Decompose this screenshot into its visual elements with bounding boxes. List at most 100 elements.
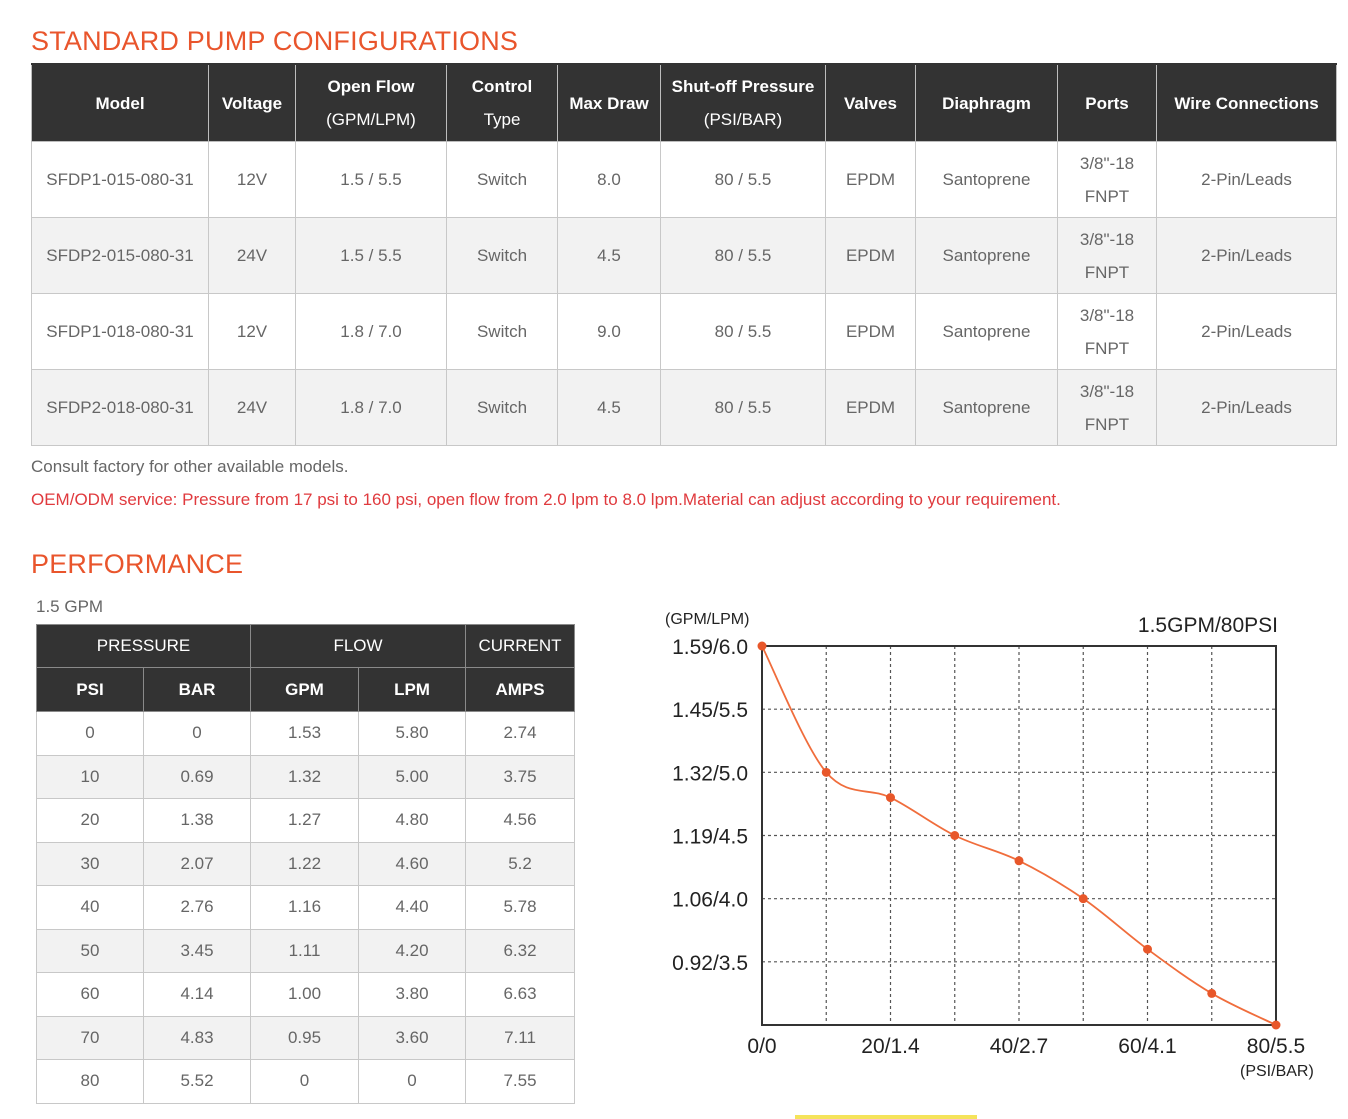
performance-cell-amps: 3.75 [465, 754, 576, 799]
performance-cell-gpm: 0.95 [250, 1015, 359, 1060]
ports-thread: FNPT [1084, 338, 1130, 358]
config-cell-diaphragm: Santoprene [915, 141, 1058, 218]
config-col-header-label: Max Draw [569, 93, 649, 113]
config-col-header: Valves [825, 63, 916, 142]
config-table-row: SFDP2-018-080-31 24V 1.8 / 7.0 Switch 4.5 80 … [31, 369, 1337, 446]
performance-cell-gpm: 1.11 [250, 928, 359, 973]
chart-frame [761, 645, 1277, 1026]
performance-cell-psi: 40 [36, 885, 144, 930]
config-col-header-label: Control [471, 77, 533, 96]
flow-group-header: FLOW [249, 624, 467, 668]
performance-cell-lpm: 5.00 [357, 754, 467, 799]
performance-cell-bar: 5.52 [143, 1059, 251, 1104]
performance-cell-lpm: 4.60 [357, 841, 467, 886]
config-col-header-sublabel: (GPM/LPM) [326, 110, 416, 129]
chart-data-point [1078, 894, 1088, 904]
performance-cell-amps: 6.63 [465, 972, 576, 1017]
chart-x-tick-label: 80/5.5 [1247, 1035, 1305, 1058]
chart-y-tick-label: 1.59/6.0 [672, 636, 748, 659]
config-cell-ports: 3/8"-18 FNPT [1057, 217, 1157, 294]
config-cell-model: SFDP1-015-080-31 [31, 141, 209, 218]
chart-data-point [1014, 856, 1024, 866]
performance-subtitle: 1.5 GPM [36, 597, 104, 616]
config-cell-control: Switch [446, 369, 558, 446]
config-cell-wire: 2-Pin/Leads [1156, 293, 1337, 370]
performance-cell-bar: 0.69 [143, 754, 251, 799]
chart-y-tick-label: 1.19/4.5 [672, 826, 748, 849]
config-table-row: SFDP2-015-080-31 24V 1.5 / 5.5 Switch 4.5 80 … [31, 217, 1337, 294]
performance-table: PRESSURE FLOW CURRENT PSI BAR GPM LPM AM… [36, 624, 576, 1104]
config-cell-valves: EPDM [825, 369, 916, 446]
chart-y-axis-label: (GPM/LPM) [665, 611, 749, 628]
performance-table-row: 30 2.07 1.22 4.60 5.2 [36, 841, 576, 886]
psi-header: PSI [36, 667, 144, 712]
config-table: Model Voltage Open Flow (GPM/LPM) Control Typ… [31, 63, 1337, 446]
performance-cell-lpm: 4.20 [357, 928, 467, 973]
performance-cell-amps: 5.78 [465, 885, 576, 930]
config-cell-ports: 3/8"-18 FNPT [1057, 369, 1157, 446]
ports-thread: FNPT [1084, 186, 1130, 206]
config-col-header: Model [31, 63, 209, 142]
config-cell-max-draw: 8.0 [557, 141, 661, 218]
performance-cell-gpm: 0 [250, 1059, 359, 1104]
config-cell-control: Switch [446, 293, 558, 370]
config-cell-open-flow: 1.5 / 5.5 [295, 217, 447, 294]
performance-cell-amps: 7.55 [465, 1059, 576, 1104]
config-cell-max-draw: 4.5 [557, 217, 661, 294]
config-col-header-label: Open Flow [327, 77, 415, 96]
config-col-header-label: Diaphragm [942, 93, 1031, 113]
config-table-row: SFDP1-015-080-31 12V 1.5 / 5.5 Switch 8.0 80 … [31, 141, 1337, 218]
config-cell-shutoff: 80 / 5.5 [660, 217, 826, 294]
performance-cell-psi: 60 [36, 972, 144, 1017]
config-cell-valves: EPDM [825, 293, 916, 370]
performance-table-row: 0 0 1.53 5.80 2.74 [36, 711, 576, 756]
chart-y-tick-label: 0.92/3.5 [672, 952, 748, 975]
config-table-row: SFDP1-018-080-31 12V 1.8 / 7.0 Switch 9.0 80 … [31, 293, 1337, 370]
consult-note: Consult factory for other available mode… [31, 457, 349, 476]
config-col-header-sublabel: (PSI/BAR) [703, 110, 783, 129]
config-cell-voltage: 24V [208, 217, 296, 294]
performance-cell-psi: 20 [36, 798, 144, 843]
performance-table-row: 50 3.45 1.11 4.20 6.32 [36, 928, 576, 973]
config-cell-max-draw: 9.0 [557, 293, 661, 370]
config-cell-diaphragm: Santoprene [915, 293, 1058, 370]
config-cell-wire: 2-Pin/Leads [1156, 217, 1337, 294]
performance-chart: 0.92/3.5 1.06/4.0 1.19/4.5 1.32/5.0 1.45/5.5… [640, 600, 1330, 1095]
performance-table-row: 40 2.76 1.16 4.40 5.78 [36, 885, 576, 930]
config-cell-control: Switch [446, 217, 558, 294]
config-col-header: Max Draw [557, 63, 661, 142]
performance-cell-psi: 0 [36, 711, 144, 756]
performance-cell-bar: 2.76 [143, 885, 251, 930]
amps-header: AMPS [465, 667, 576, 712]
config-cell-model: SFDP2-018-080-31 [31, 369, 209, 446]
performance-section-title: PERFORMANCE [31, 549, 244, 579]
config-cell-shutoff: 80 / 5.5 [660, 141, 826, 218]
bar-header: BAR [143, 667, 251, 712]
config-col-header: Diaphragm [915, 63, 1058, 142]
config-col-header-sublabel: Type [483, 110, 521, 129]
chart-x-tick-label: 20/1.4 [861, 1035, 920, 1058]
config-cell-voltage: 24V [208, 369, 296, 446]
chart-y-tick-label: 1.32/5.0 [672, 762, 748, 785]
config-col-header: Wire Connections [1156, 63, 1337, 142]
highlight-bar [795, 1115, 977, 1119]
chart-title: 1.5GPM/80PSI [1138, 614, 1278, 637]
config-col-header: Control Type [446, 63, 558, 142]
config-cell-wire: 2-Pin/Leads [1156, 141, 1337, 218]
config-header-row: Model Voltage Open Flow (GPM/LPM) Control Typ… [31, 63, 1337, 142]
config-cell-valves: EPDM [825, 141, 916, 218]
chart-x-tick-label: 40/2.7 [990, 1035, 1048, 1058]
chart-data-point [886, 793, 895, 803]
config-cell-open-flow: 1.8 / 7.0 [295, 369, 447, 446]
performance-cell-lpm: 3.60 [357, 1015, 467, 1060]
config-cell-diaphragm: Santoprene [915, 217, 1058, 294]
config-cell-voltage: 12V [208, 141, 296, 218]
config-col-header: Shut-off Pressure (PSI/BAR) [660, 63, 826, 142]
performance-table-row: 60 4.14 1.00 3.80 6.63 [36, 972, 576, 1017]
performance-table-row: 70 4.83 0.95 3.60 7.11 [36, 1015, 576, 1060]
performance-cell-bar: 2.07 [143, 841, 251, 886]
performance-cell-amps: 4.56 [465, 798, 576, 843]
config-col-header: Ports [1057, 63, 1157, 142]
ports-thread: FNPT [1084, 262, 1130, 282]
performance-cell-psi: 70 [36, 1015, 144, 1060]
